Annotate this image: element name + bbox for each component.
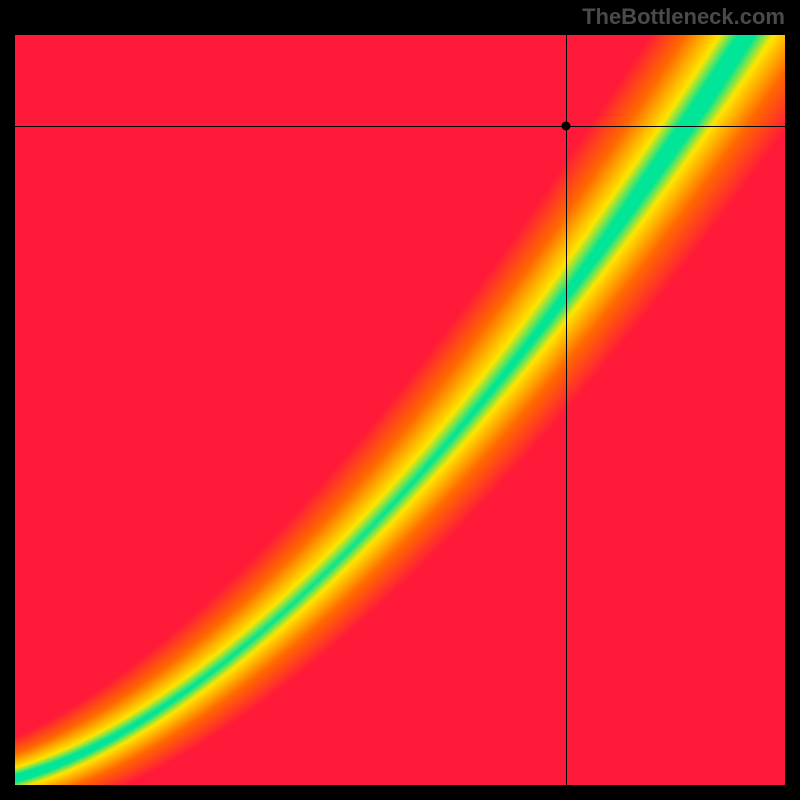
bottleneck-heatmap xyxy=(15,35,785,785)
chart-container xyxy=(15,35,785,785)
watermark-text: TheBottleneck.com xyxy=(582,4,785,30)
